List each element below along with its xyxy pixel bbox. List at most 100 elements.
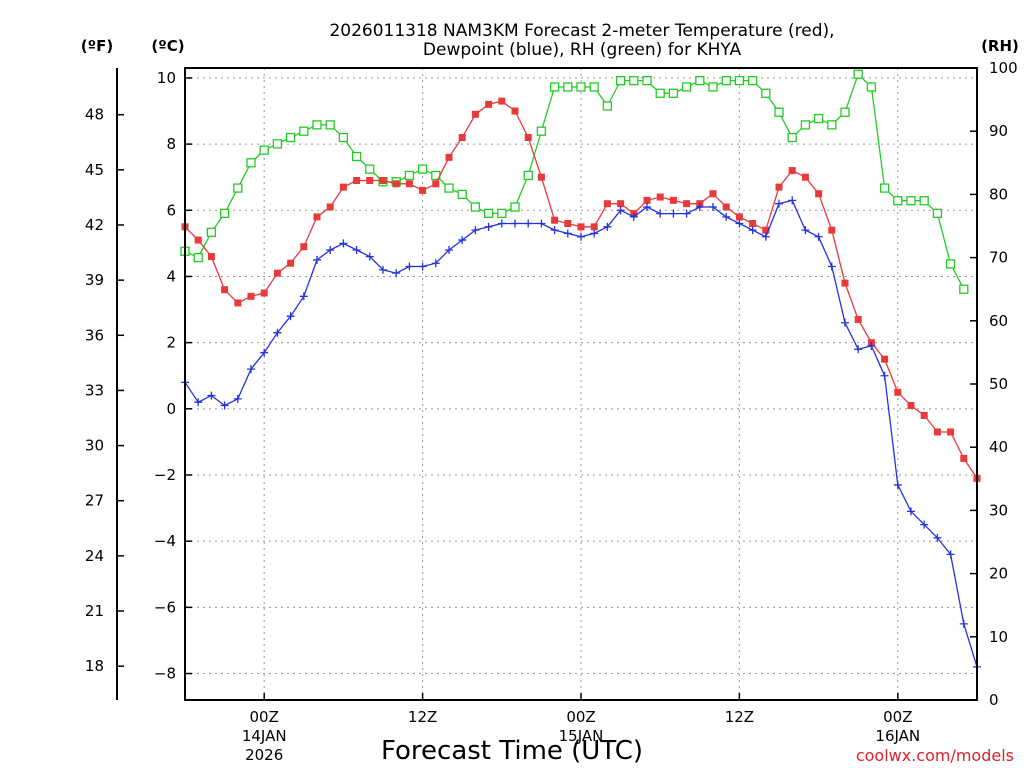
rh-point [259, 145, 269, 155]
rh-point [483, 208, 494, 219]
dewpoint-point [194, 398, 203, 407]
dewpoint-point [827, 262, 836, 271]
dewpoint-point [365, 252, 374, 261]
dewpoint-point [959, 619, 968, 628]
temperature-point [735, 213, 743, 221]
y-tick-label-f: 24 [85, 547, 104, 565]
chart-title-line1: 2026011318 NAM3KM Forecast 2-meter Tempe… [329, 21, 834, 41]
temperature-point [933, 428, 941, 436]
temperature-point [392, 180, 400, 188]
x-tick-date: 16JAN [875, 727, 920, 745]
dewpoint-point [550, 226, 559, 235]
dewpoint-point [880, 371, 889, 380]
dewpoint-point [867, 341, 876, 350]
rh-point [932, 208, 943, 219]
x-tick-date: 14JAN [242, 727, 287, 745]
dewpoint-point [722, 212, 731, 221]
rh-point [681, 82, 692, 92]
y-tick-label-f: 36 [85, 326, 104, 344]
dewpoint-point [299, 292, 308, 301]
dewpoint-point [286, 312, 295, 321]
dewpoint-point [379, 265, 387, 274]
rh-point [299, 126, 309, 136]
temperature-point [366, 177, 374, 185]
plot-border [184, 67, 978, 701]
temperature-point [775, 183, 783, 191]
y-tick-label-f: 33 [85, 381, 104, 399]
unit-label-fahrenheit: (ºF) [81, 37, 113, 55]
temperature-point [828, 226, 836, 234]
dewpoint-point [577, 232, 585, 241]
dewpoint-point [841, 318, 849, 327]
rh-point [325, 120, 335, 130]
dewpoint-point [418, 262, 427, 271]
y-tick-label-f: 18 [85, 657, 104, 675]
chart-title-line2: Dewpoint (blue), RH (green) for KHYA [423, 40, 742, 60]
rh-point [563, 82, 573, 92]
dewpoint-point [788, 196, 797, 205]
rh-point [721, 75, 731, 86]
temperature-point [445, 153, 453, 161]
rh-point [827, 120, 837, 130]
rh-point [813, 113, 824, 124]
temperature-point [498, 97, 506, 105]
y-tick-label-rh: 30 [989, 501, 1008, 519]
series-line-rh [184, 73, 965, 290]
temperature-point [419, 186, 427, 194]
rh-point [734, 75, 745, 86]
dewpoint-point [682, 209, 691, 218]
dewpoint-point [643, 202, 651, 211]
rh-point [800, 120, 811, 130]
temperature-point [432, 180, 440, 188]
dewpoint-point [656, 209, 665, 218]
y-tick-label-f: 42 [85, 216, 104, 234]
rh-point [444, 183, 454, 193]
rh-point [246, 158, 256, 168]
temperature-point [841, 279, 849, 287]
rh-point [497, 208, 507, 219]
dewpoint-point [629, 212, 638, 221]
dewpoint-point [669, 209, 678, 218]
y-tick-label-c: 10 [157, 69, 176, 87]
x-tick-date: 15JAN [559, 727, 604, 745]
temperature-point [207, 253, 215, 261]
temperature-point [313, 213, 321, 221]
dewpoint-point [748, 226, 757, 235]
y-tick-label-c: 6 [166, 201, 176, 219]
dewpoint-point [933, 533, 942, 542]
x-tick-label: 12Z [408, 708, 437, 726]
temperature-point [788, 167, 796, 175]
y-tick-label-c: −2 [154, 466, 176, 484]
y-tick-label-rh: 10 [989, 628, 1008, 646]
temperature-point [260, 289, 268, 297]
unit-label-rh: (RH) [981, 37, 1019, 55]
dewpoint-point [920, 520, 929, 529]
dewpoint-point [709, 202, 717, 211]
dewpoint-point [735, 219, 744, 228]
dewpoint-point [313, 255, 321, 264]
rh-point [365, 164, 375, 174]
rh-point [536, 126, 547, 136]
temperature-point [471, 110, 479, 118]
temperature-point [326, 203, 334, 211]
temperature-point [590, 223, 598, 231]
y-tick-label-rh: 70 [989, 249, 1008, 267]
y-tick-label-c: 2 [166, 334, 176, 352]
temperature-point [617, 200, 625, 208]
y-tick-label-c: −6 [154, 598, 176, 616]
dewpoint-point [524, 219, 533, 228]
temperature-point [854, 315, 862, 323]
x-tick-label: 00Z [250, 708, 279, 726]
rh-point [879, 183, 890, 193]
temperature-point [801, 173, 809, 181]
temperature-point [749, 220, 757, 228]
y-tick-label-c: 4 [166, 267, 176, 285]
dewpoint-point [695, 202, 704, 211]
dewpoint-point [207, 391, 216, 400]
dewpoint-point [946, 550, 955, 559]
dewpoint-point [537, 219, 546, 228]
temperature-point [339, 183, 347, 191]
rh-point [351, 151, 362, 162]
temperature-point [709, 190, 717, 198]
dewpoint-point [392, 269, 401, 278]
